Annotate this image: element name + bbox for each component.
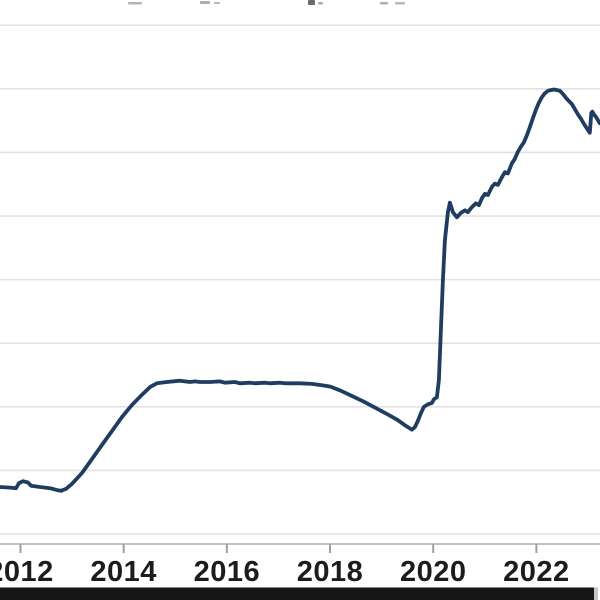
- bottom-black-bar: [0, 587, 598, 600]
- x-tick-label: 2012: [0, 556, 54, 588]
- x-tick-label: 2016: [194, 556, 261, 588]
- cropped-title-remnant: [128, 0, 405, 5]
- cropped-title-remnant-mark: [308, 0, 315, 5]
- cropped-title-remnant-mark: [128, 2, 142, 5]
- cropped-title-remnant-mark: [200, 1, 210, 4]
- x-tick-label: 2018: [297, 556, 364, 588]
- x-tick-label: 2022: [503, 556, 570, 588]
- bottom-bar-tail: [594, 587, 598, 600]
- x-axis-ticks: [19, 544, 538, 553]
- line-series: [0, 87, 600, 493]
- cropped-title-remnant-mark: [395, 2, 405, 5]
- data-line: [0, 87, 600, 493]
- x-tick-label: 2014: [90, 556, 157, 588]
- x-tick-label: 2020: [400, 556, 467, 588]
- bottom-bar-fill: [0, 587, 594, 600]
- gridlines: [0, 24, 600, 535]
- cropped-title-remnant-mark: [214, 2, 220, 4]
- cropped-title-remnant-mark: [380, 2, 388, 5]
- x-axis-labels: 2012 2014 2016 2018 2020 2022: [0, 556, 570, 588]
- cropped-title-remnant-mark: [318, 2, 323, 5]
